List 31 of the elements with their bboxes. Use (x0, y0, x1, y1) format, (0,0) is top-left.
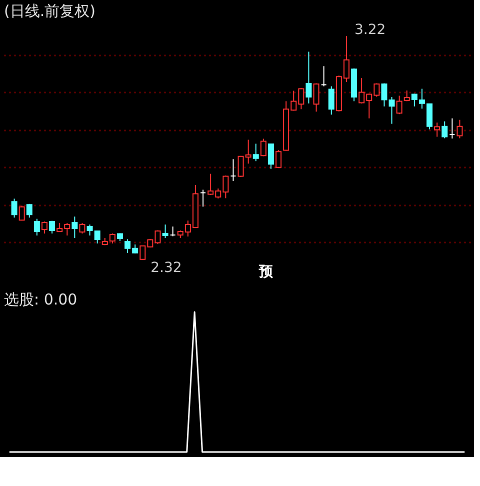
candlestick (79, 222, 86, 234)
annotation: 3.22 (354, 22, 386, 38)
candlestick (200, 189, 206, 208)
candlestick (162, 224, 168, 238)
candlestick (320, 66, 327, 87)
candlestick (49, 220, 56, 234)
candlestick (434, 122, 440, 138)
text: 预 (258, 264, 274, 280)
candlestick (41, 221, 48, 234)
candlestick (328, 86, 334, 116)
candlestick (72, 216, 78, 238)
candlestick (313, 82, 320, 112)
annotation: 2.32 (150, 260, 182, 276)
candlestick (456, 119, 463, 139)
candlestick (11, 198, 18, 218)
candlestick (170, 226, 176, 237)
candlestick (260, 138, 266, 157)
candlestick (388, 96, 395, 124)
candlestick (268, 143, 274, 170)
candlestick (18, 205, 25, 222)
candlestick (449, 118, 456, 139)
candlestick (34, 218, 40, 236)
candlestick (230, 158, 236, 182)
candlestick (252, 143, 259, 162)
candlestick (306, 51, 312, 104)
candlestick (276, 150, 282, 169)
candlestick (442, 120, 448, 139)
chart-title: 选股: 0.00 (4, 290, 78, 308)
candlestick (26, 203, 32, 218)
chart-title: (日线.前复权) (4, 2, 96, 20)
candlestick (381, 82, 388, 107)
